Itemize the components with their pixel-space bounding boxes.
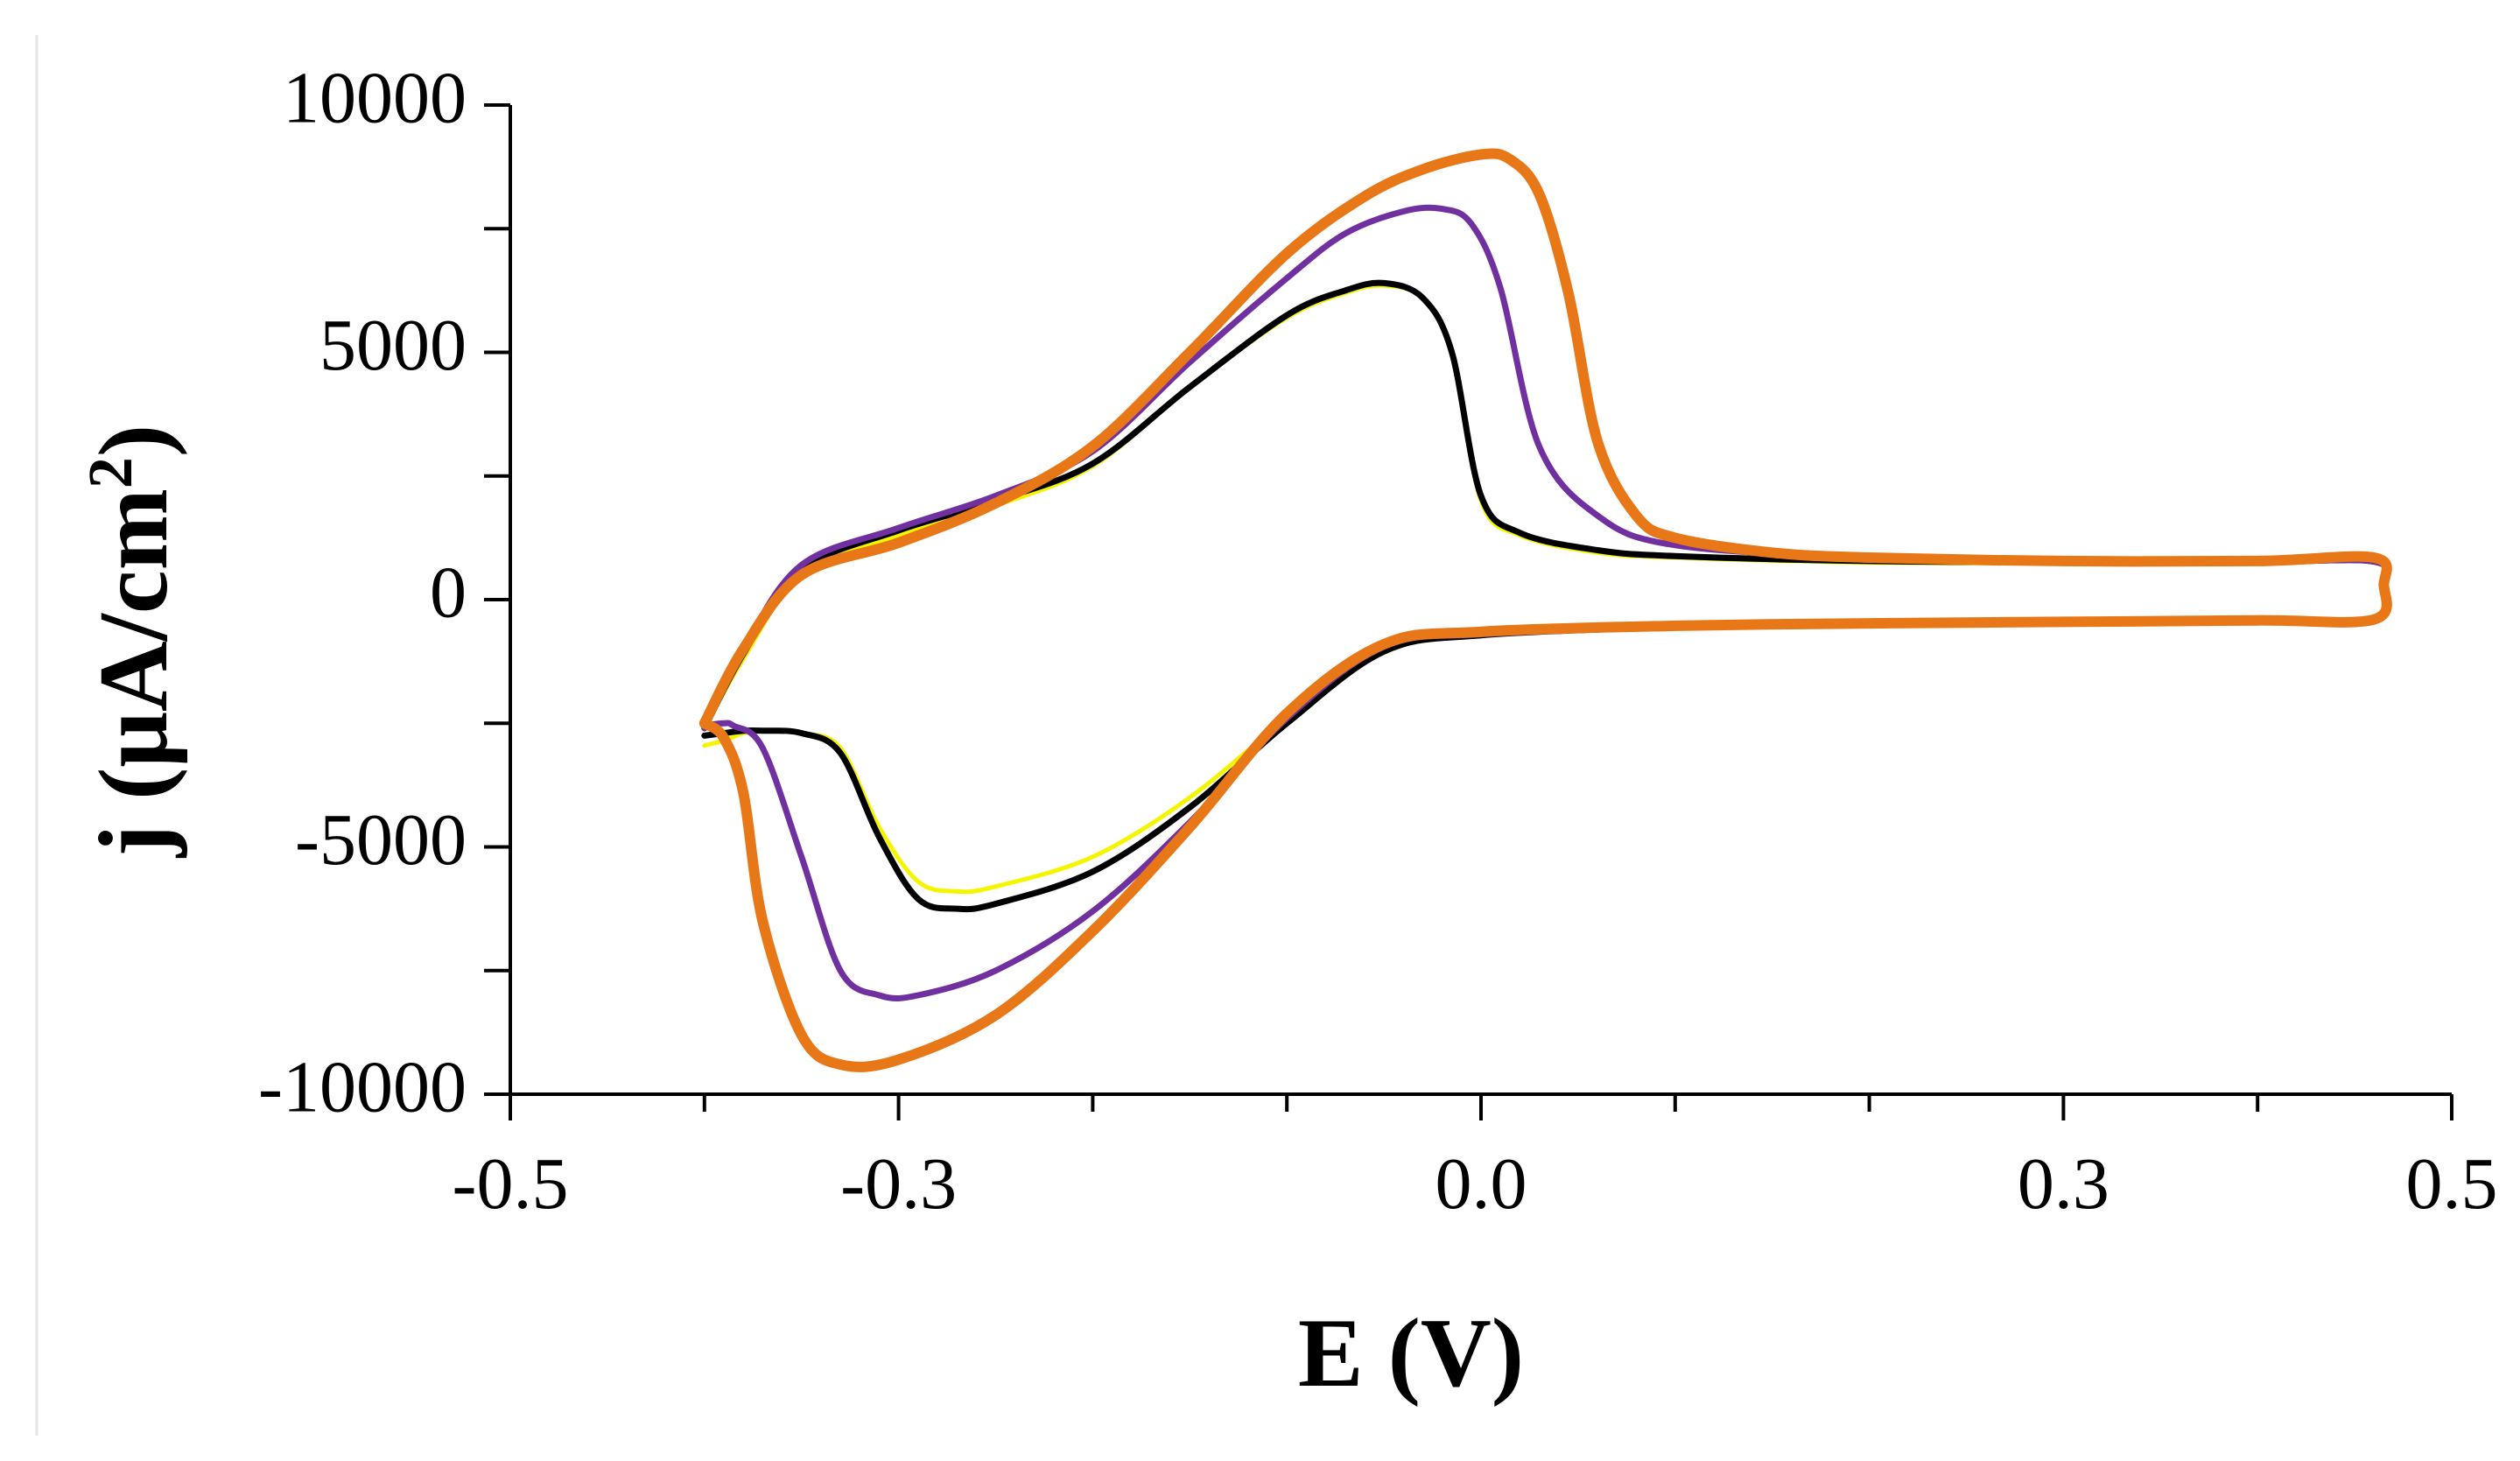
x-axis-ticks: -0.5 -0.3 0.0 0.3 0.5 <box>453 1094 2498 1225</box>
y-tick-label: -10000 <box>258 1046 467 1127</box>
y-axis-ticks: 10000 5000 0 -5000 -10000 <box>258 57 510 1127</box>
series-line-purple <box>701 204 2390 1002</box>
y-tick-label: 0 <box>430 551 467 633</box>
x-tick-label: 0.5 <box>2406 1143 2498 1225</box>
y-axis-title-close: ) <box>80 425 188 457</box>
x-axis-title: E (V) <box>1298 1299 1524 1408</box>
series-line-orange <box>698 148 2392 1072</box>
y-tick-label: -5000 <box>295 799 467 881</box>
x-tick-label: 0.0 <box>1435 1143 1527 1225</box>
series-line-yellow <box>702 283 2390 895</box>
series-layer <box>698 148 2392 1072</box>
x-tick-label: -0.5 <box>453 1143 569 1225</box>
y-axis-title-superscript: 2 <box>75 457 145 488</box>
series-line-black <box>701 279 2390 913</box>
y-tick-label: 5000 <box>319 305 467 386</box>
x-tick-label: -0.3 <box>840 1143 957 1225</box>
y-tick-label: 10000 <box>283 57 467 138</box>
x-tick-label: 0.3 <box>2018 1143 2109 1225</box>
y-axis-title: j (μA/cm2) <box>75 425 188 858</box>
y-axis-title-main: j (μA/cm <box>80 488 188 858</box>
